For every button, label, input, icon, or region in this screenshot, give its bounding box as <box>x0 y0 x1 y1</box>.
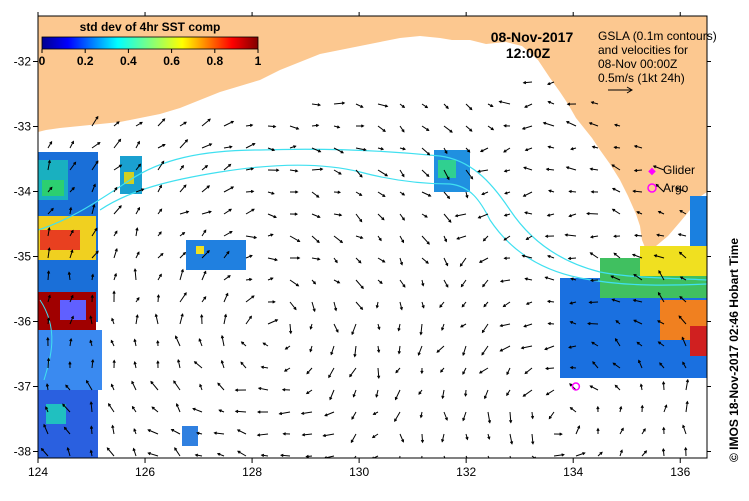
y-tick-label: -37 <box>14 380 32 394</box>
colorbar-tick-label: 0 <box>39 54 46 68</box>
gsla-note-line1: GSLA (0.1m contours) <box>598 29 717 43</box>
gsla-note-line3: 08-Nov 00:00Z <box>598 57 677 71</box>
colorbar-title: std dev of 4hr SST comp <box>80 20 221 34</box>
credit-text: © IMOS 18-Nov-2017 02:46 Hobart Time <box>727 238 741 462</box>
colorbar-tick-label: 0.4 <box>120 54 137 68</box>
colorbar-tick-label: 0.6 <box>163 54 180 68</box>
x-tick-label: 130 <box>349 465 369 479</box>
y-tick-label: -35 <box>14 250 32 264</box>
colorbar-tick-label: 0.8 <box>206 54 223 68</box>
y-tick-label: -32 <box>14 55 32 69</box>
date-label: 08-Nov-2017 <box>491 29 574 45</box>
gsla-note-line2: and velocities for <box>598 43 688 57</box>
x-tick-label: 126 <box>135 465 155 479</box>
x-tick-label: 134 <box>563 465 583 479</box>
x-tick-label: 132 <box>456 465 476 479</box>
x-tick-label: 124 <box>28 465 48 479</box>
x-tick-label: 136 <box>670 465 690 479</box>
colorbar-gradient <box>42 37 258 49</box>
x-tick-label: 128 <box>242 465 262 479</box>
y-tick-label: -36 <box>14 315 32 329</box>
y-tick-label: -34 <box>14 185 32 199</box>
legend-argo-label: Argo <box>663 181 689 195</box>
time-label: 12:00Z <box>506 45 551 61</box>
gsla-note-line4: 0.5m/s (1kt 24h) <box>598 71 685 85</box>
colorbar-tick-label: 1 <box>255 54 262 68</box>
y-tick-label: -38 <box>14 445 32 459</box>
glider-legend-icon: ◆ <box>648 166 656 177</box>
legend-glider-label: Glider <box>663 163 695 177</box>
colorbar-tick-label: 0.2 <box>77 54 94 68</box>
y-tick-label: -33 <box>14 120 32 134</box>
